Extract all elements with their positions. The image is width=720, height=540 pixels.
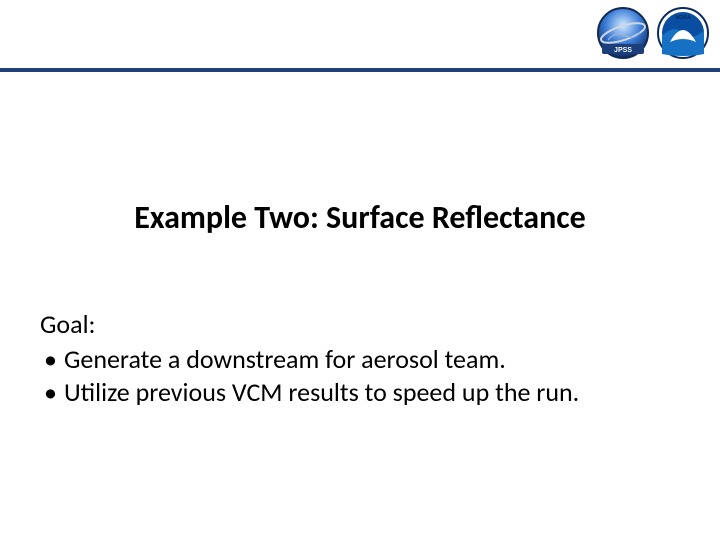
svg-text:NOAA: NOAA (675, 15, 691, 21)
body-content: Goal: Generate a downstream for aerosol … (40, 308, 680, 409)
slide-title: Example Two: Surface Reflectance (0, 198, 720, 237)
svg-text:JPSS: JPSS (614, 47, 632, 54)
bullet-list: Generate a downstream for aerosol team. … (40, 343, 680, 410)
list-item: Utilize previous VCM results to speed up… (40, 376, 680, 409)
jpss-logo: JPSS (596, 6, 650, 60)
goal-label: Goal: (40, 308, 680, 341)
header-bar: JPSS NOAA (0, 0, 720, 68)
list-item: Generate a downstream for aerosol team. (40, 343, 680, 376)
noaa-logo: NOAA (656, 6, 710, 60)
slide: JPSS NOAA Example Two: Surface Reflectan… (0, 0, 720, 540)
header-divider (0, 68, 720, 72)
logo-group: JPSS NOAA (596, 6, 710, 60)
